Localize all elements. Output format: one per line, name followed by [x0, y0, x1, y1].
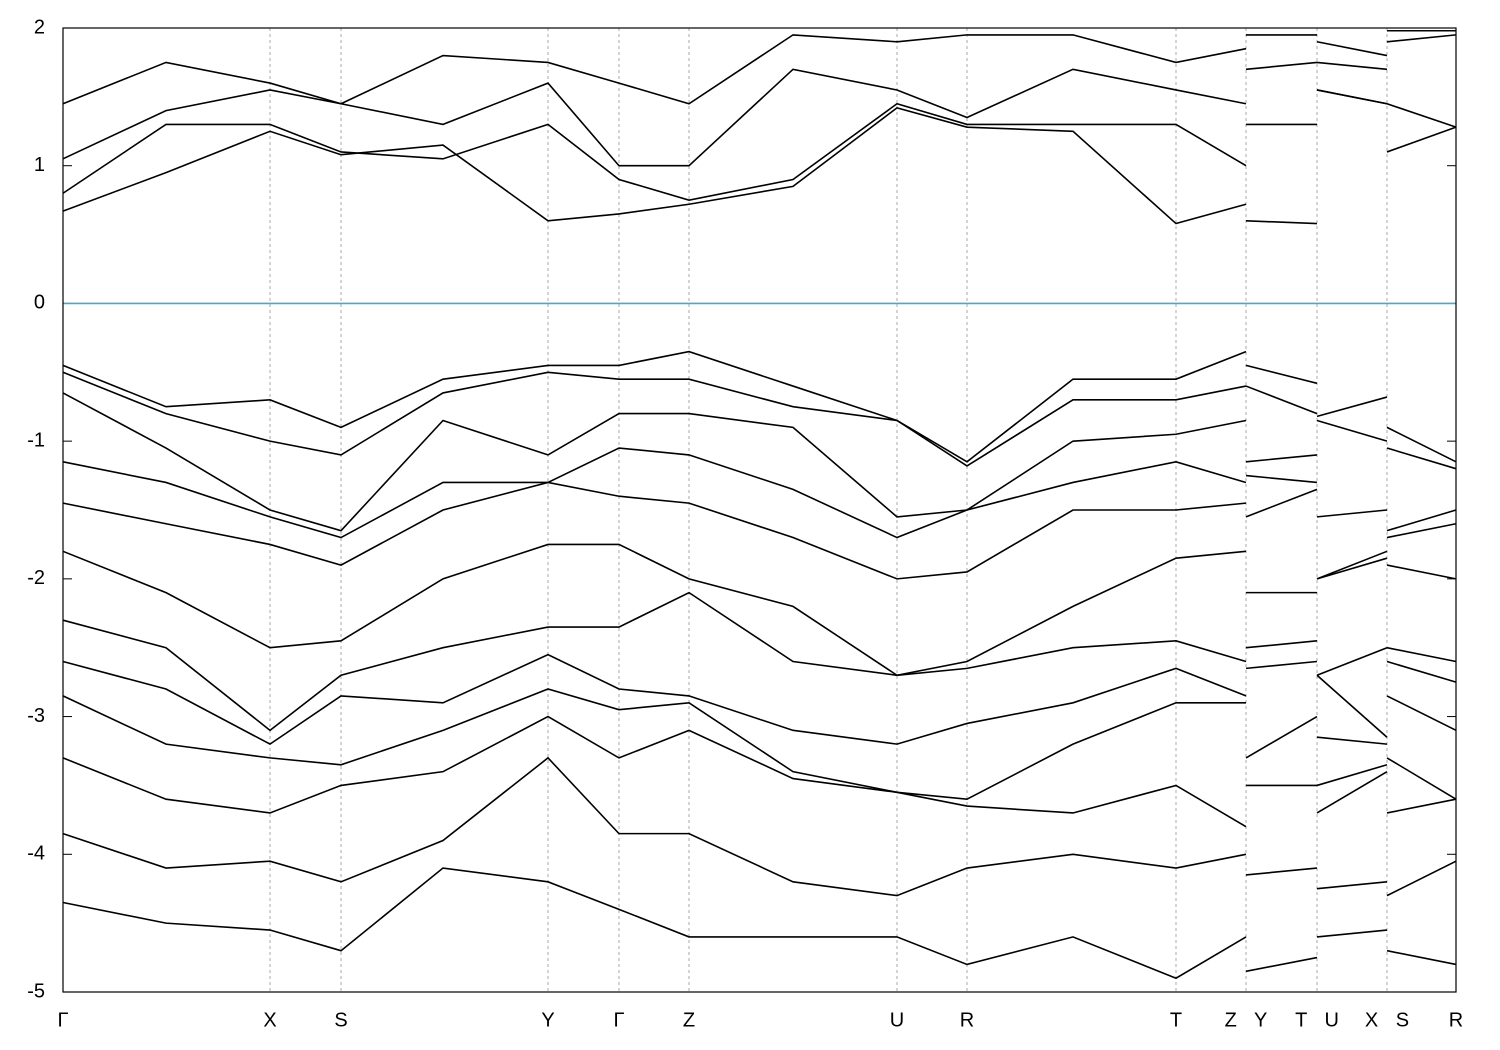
band-line [62, 715, 1457, 828]
y-tick-label: -3 [27, 705, 45, 727]
x-tick-label: Z [683, 1009, 695, 1031]
band-line [62, 350, 1457, 463]
y-tick-label: -2 [27, 567, 45, 589]
x-tick-label: X [263, 1009, 276, 1031]
band-line [62, 481, 1457, 580]
band-line [62, 89, 1457, 201]
y-tick-label: 0 [34, 292, 45, 314]
x-tick-label: T U [1295, 1009, 1339, 1031]
x-tick-label: Z Y [1225, 1009, 1268, 1031]
x-tick-label: U [890, 1009, 904, 1031]
bands [62, 29, 1457, 980]
band-line [62, 371, 1457, 470]
band-line [62, 392, 1457, 532]
x-tick-label: Γ [57, 1009, 68, 1031]
x-tick-label: R [960, 1009, 974, 1031]
x-tick-label: X S [1365, 1009, 1409, 1031]
x-tick-label: S [334, 1009, 347, 1031]
y-tick-label: 1 [34, 154, 45, 176]
x-tick-label: Γ [613, 1009, 624, 1031]
plot-frame [62, 27, 1457, 993]
y-tick-label: -5 [27, 980, 45, 1002]
band-line [62, 89, 1457, 225]
band-line [62, 29, 1456, 105]
band-line [62, 447, 1457, 580]
band-line [62, 688, 1457, 801]
band-line [62, 591, 1457, 738]
band-line [62, 653, 1457, 746]
band-line [62, 34, 1457, 167]
y-tick-label: 2 [34, 16, 45, 38]
x-tick-label: T [1170, 1009, 1182, 1031]
x-tick-label: Y [541, 1009, 554, 1031]
y-tick-label: -4 [27, 843, 45, 865]
band-line [62, 756, 1457, 897]
band-line [62, 543, 1457, 677]
y-tick-label: -1 [27, 429, 45, 451]
band-line [62, 867, 1457, 980]
x-tick-label: R [1449, 1009, 1463, 1031]
